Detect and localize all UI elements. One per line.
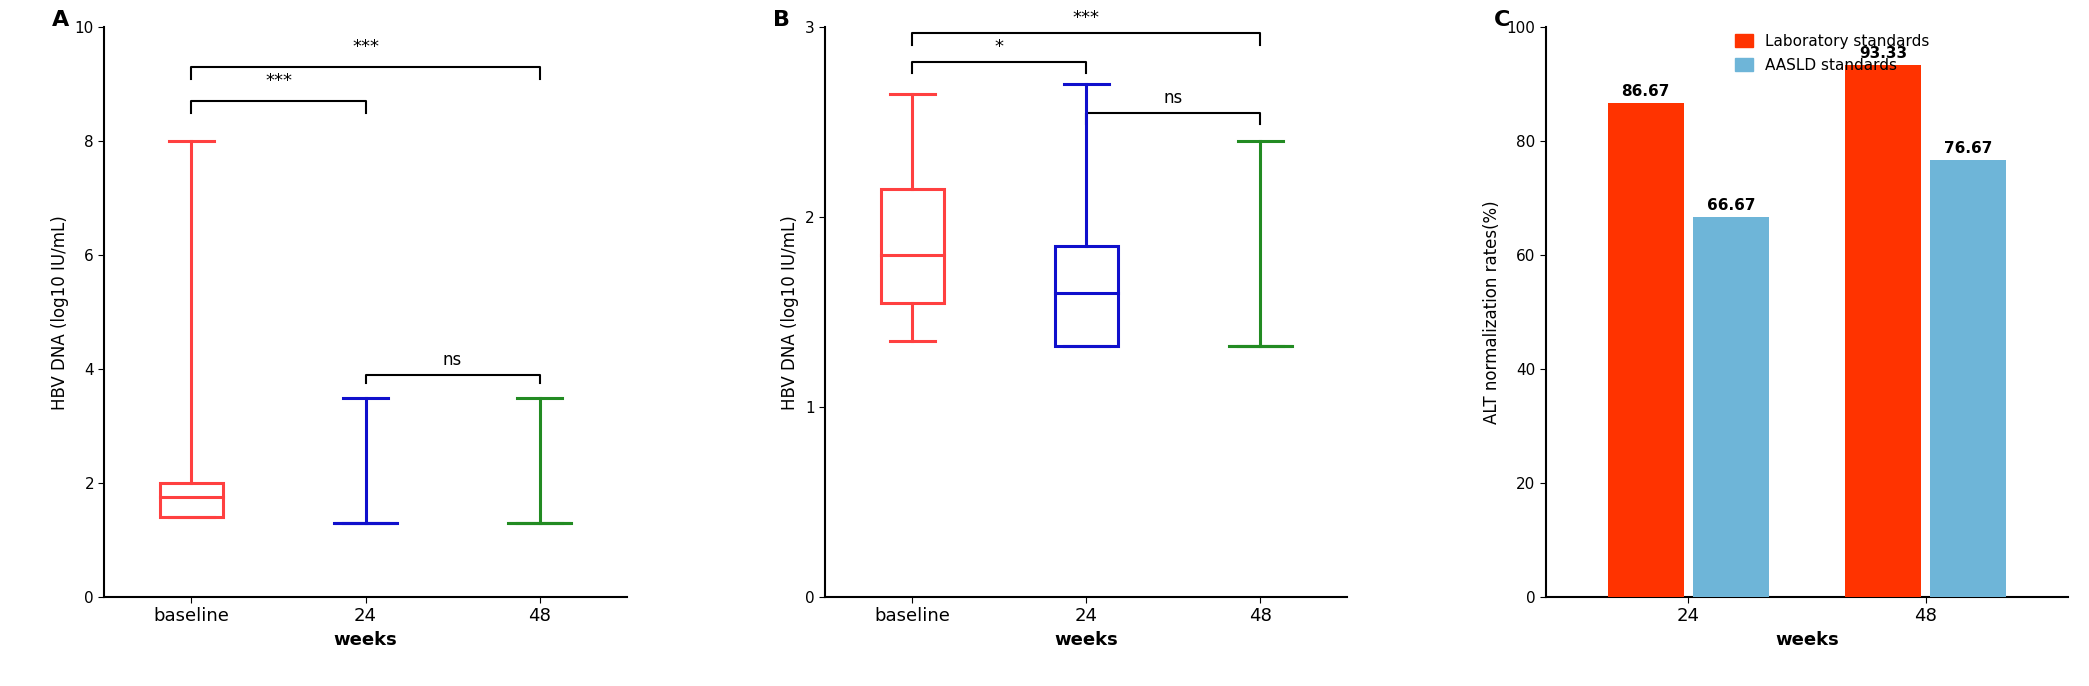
Text: ***: *** bbox=[265, 72, 292, 90]
Text: ns: ns bbox=[443, 351, 462, 369]
Y-axis label: ALT normalization rates(%): ALT normalization rates(%) bbox=[1483, 200, 1502, 424]
Y-axis label: HBV DNA (log10 IU/mL): HBV DNA (log10 IU/mL) bbox=[52, 215, 69, 410]
Y-axis label: HBV DNA (log10 IU/mL): HBV DNA (log10 IU/mL) bbox=[781, 215, 800, 410]
Text: 76.67: 76.67 bbox=[1945, 141, 1993, 156]
X-axis label: weeks: weeks bbox=[334, 631, 397, 649]
Bar bbox=[1692, 217, 1769, 597]
Text: ***: *** bbox=[353, 38, 378, 56]
Text: *: * bbox=[994, 38, 1003, 56]
Text: 66.67: 66.67 bbox=[1707, 198, 1755, 213]
Legend: Laboratory standards, AASLD standards: Laboratory standards, AASLD standards bbox=[1730, 27, 1937, 79]
Bar bbox=[161, 483, 224, 517]
Text: 86.67: 86.67 bbox=[1621, 84, 1669, 99]
Bar bbox=[882, 189, 944, 303]
Bar bbox=[1845, 65, 1922, 597]
Text: B: B bbox=[773, 10, 790, 30]
Bar bbox=[1930, 161, 2005, 597]
X-axis label: weeks: weeks bbox=[1055, 631, 1118, 649]
Text: ***: *** bbox=[1074, 10, 1099, 27]
Text: ns: ns bbox=[1164, 89, 1182, 107]
Text: C: C bbox=[1494, 10, 1510, 30]
Text: A: A bbox=[52, 10, 69, 30]
Bar bbox=[1609, 104, 1684, 597]
X-axis label: weeks: weeks bbox=[1776, 631, 1838, 649]
Text: 93.33: 93.33 bbox=[1859, 46, 1907, 61]
Bar bbox=[1055, 246, 1118, 346]
